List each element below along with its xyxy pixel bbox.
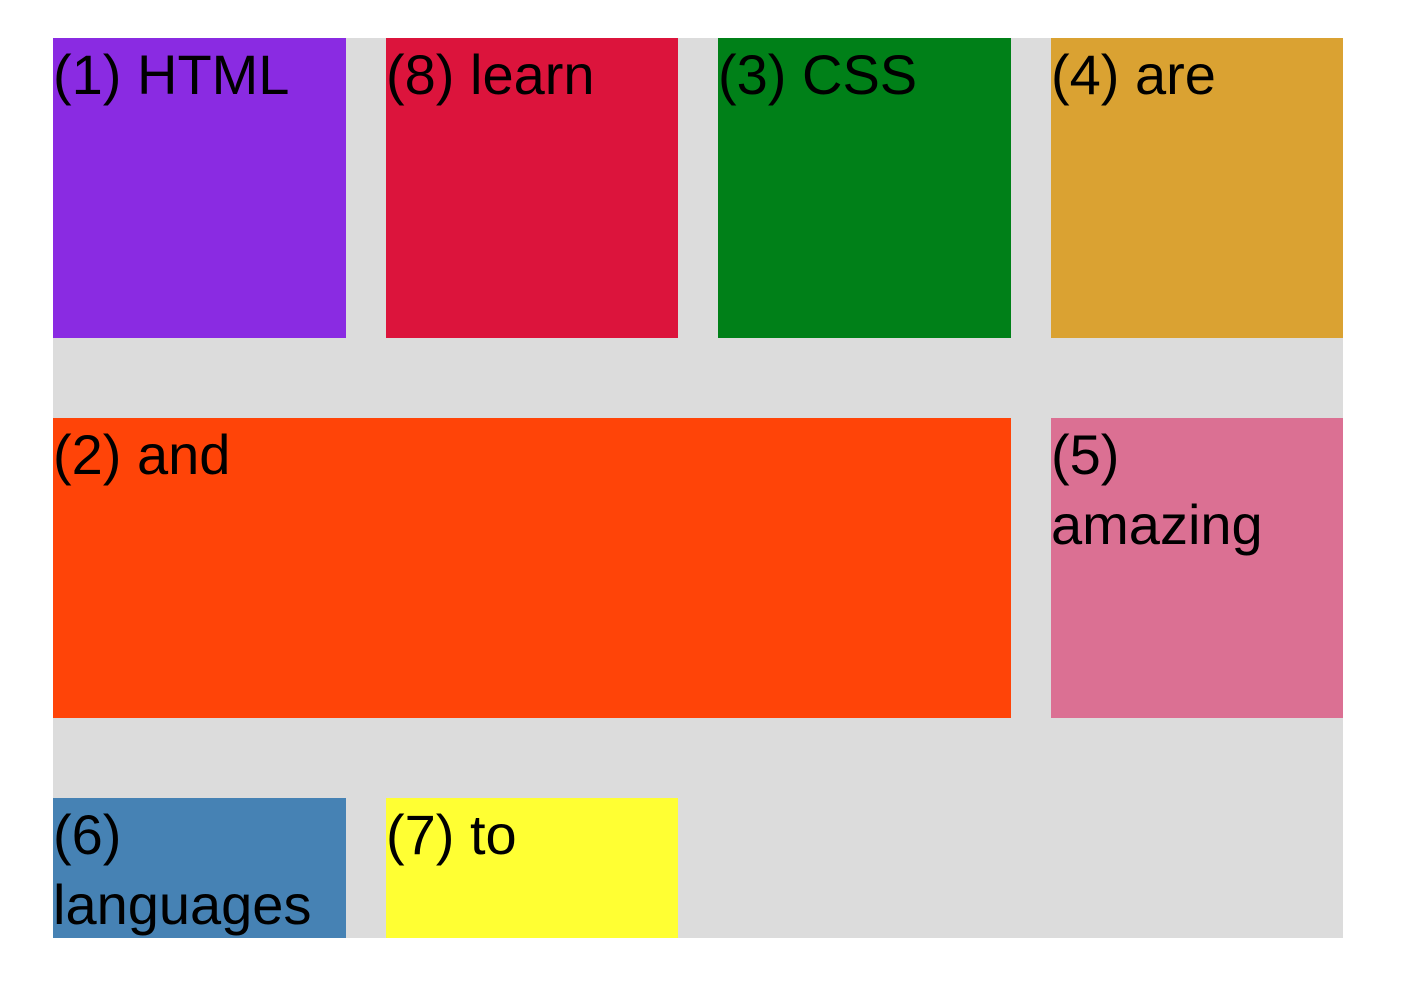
grid-item-label: (6) languages xyxy=(53,803,312,936)
grid-item-label: (7) to xyxy=(386,803,517,866)
grid-item-label: (8) learn xyxy=(386,43,595,106)
grid-container: (1) HTML (8) learn (3) CSS (4) are (2) a… xyxy=(53,38,1343,938)
grid-item-label: (1) HTML xyxy=(53,43,290,106)
grid-item-label: (3) CSS xyxy=(718,43,918,106)
grid-item-1-html: (1) HTML xyxy=(53,38,346,338)
grid-item-5-amazing: (5) amazing xyxy=(1051,418,1343,718)
grid-item-6-languages: (6) languages xyxy=(53,798,346,938)
grid-item-label: (5) amazing xyxy=(1051,423,1263,556)
grid-item-label: (2) and xyxy=(53,423,231,486)
grid-item-3-css: (3) CSS xyxy=(718,38,1011,338)
grid-item-2-and: (2) and xyxy=(53,418,1011,718)
grid-item-7-to: (7) to xyxy=(386,798,678,938)
grid-item-4-are: (4) are xyxy=(1051,38,1343,338)
grid-item-8-learn: (8) learn xyxy=(386,38,678,338)
grid-item-label: (4) are xyxy=(1051,43,1216,106)
